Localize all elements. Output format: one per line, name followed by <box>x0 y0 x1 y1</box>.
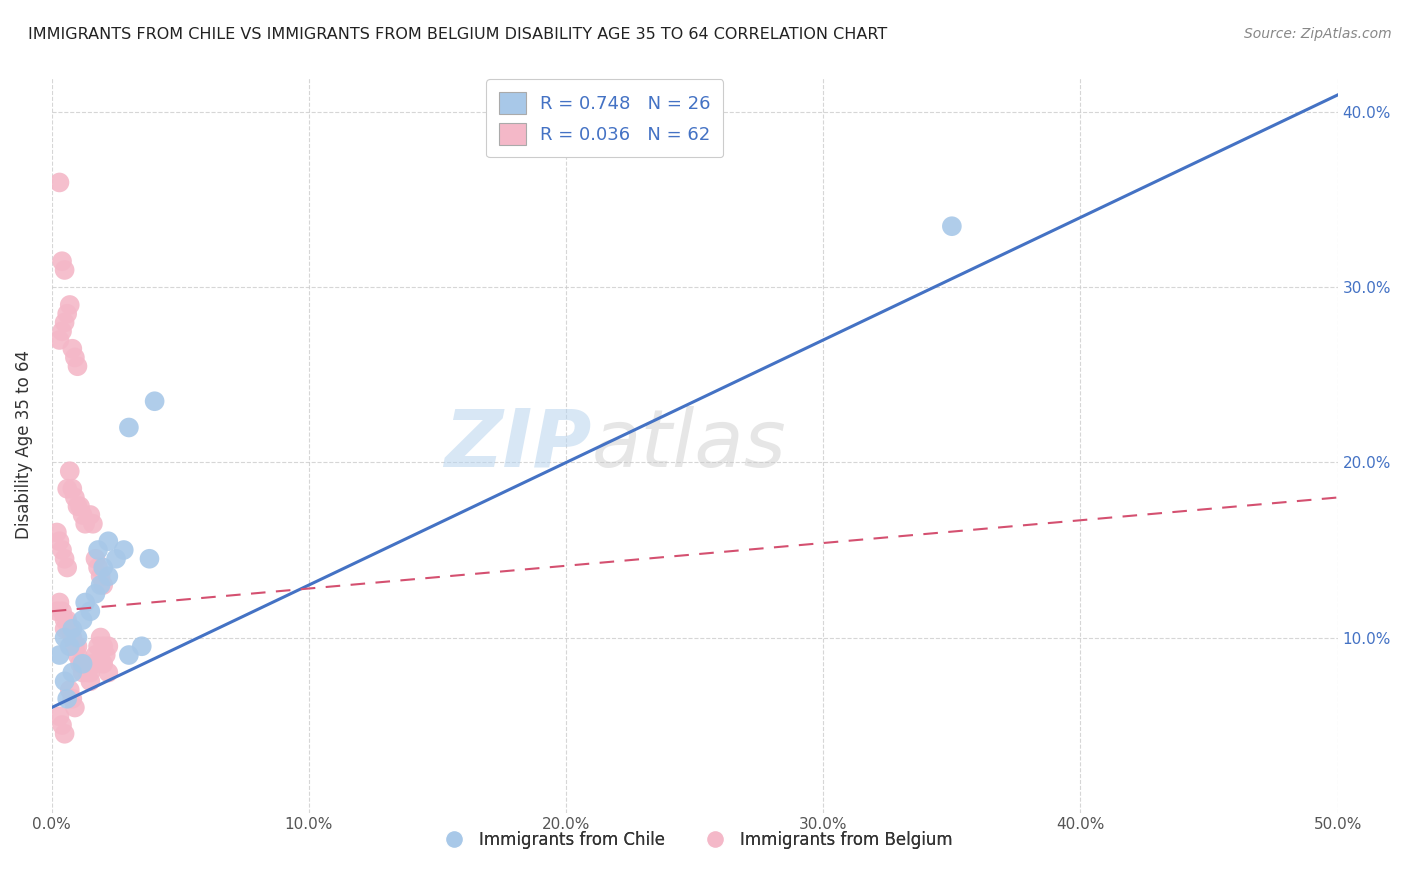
Point <box>53 316 76 330</box>
Point <box>53 263 76 277</box>
Point <box>75 657 97 671</box>
Point <box>941 219 963 234</box>
Point <box>53 674 76 689</box>
Point <box>72 657 94 671</box>
Point <box>48 709 70 723</box>
Point <box>56 691 79 706</box>
Point <box>69 500 91 514</box>
Point <box>60 631 83 645</box>
Point <box>59 640 82 654</box>
Point <box>63 351 86 365</box>
Point <box>72 508 94 522</box>
Point <box>56 560 79 574</box>
Point <box>69 657 91 671</box>
Point <box>66 500 89 514</box>
Point <box>51 543 73 558</box>
Point <box>63 700 86 714</box>
Point <box>79 674 101 689</box>
Point <box>90 569 112 583</box>
Point <box>60 342 83 356</box>
Point <box>143 394 166 409</box>
Point <box>63 491 86 505</box>
Point <box>97 665 120 680</box>
Point <box>112 543 135 558</box>
Point <box>51 254 73 268</box>
Point <box>45 604 67 618</box>
Point <box>53 631 76 645</box>
Point <box>84 648 107 662</box>
Point <box>59 622 82 636</box>
Point <box>56 613 79 627</box>
Point <box>48 595 70 609</box>
Point <box>82 657 104 671</box>
Point <box>90 631 112 645</box>
Point <box>94 648 117 662</box>
Point <box>75 516 97 531</box>
Point <box>91 640 114 654</box>
Point <box>79 604 101 618</box>
Point <box>48 176 70 190</box>
Point <box>60 482 83 496</box>
Point <box>138 551 160 566</box>
Text: ZIP: ZIP <box>444 406 592 484</box>
Point <box>84 587 107 601</box>
Point <box>60 665 83 680</box>
Point <box>53 613 76 627</box>
Point <box>91 657 114 671</box>
Point <box>75 595 97 609</box>
Point <box>79 665 101 680</box>
Text: IMMIGRANTS FROM CHILE VS IMMIGRANTS FROM BELGIUM DISABILITY AGE 35 TO 64 CORRELA: IMMIGRANTS FROM CHILE VS IMMIGRANTS FROM… <box>28 27 887 42</box>
Point <box>53 727 76 741</box>
Point <box>51 718 73 732</box>
Text: Source: ZipAtlas.com: Source: ZipAtlas.com <box>1244 27 1392 41</box>
Point <box>51 604 73 618</box>
Point <box>90 578 112 592</box>
Point <box>87 560 110 574</box>
Point <box>48 534 70 549</box>
Point <box>51 324 73 338</box>
Point <box>91 578 114 592</box>
Point <box>131 640 153 654</box>
Point <box>63 640 86 654</box>
Point <box>45 525 67 540</box>
Point <box>48 333 70 347</box>
Point <box>53 622 76 636</box>
Point <box>53 551 76 566</box>
Y-axis label: Disability Age 35 to 64: Disability Age 35 to 64 <box>15 351 32 540</box>
Point <box>79 508 101 522</box>
Point <box>59 464 82 478</box>
Point <box>56 482 79 496</box>
Point <box>72 665 94 680</box>
Point <box>87 640 110 654</box>
Point <box>60 691 83 706</box>
Point <box>66 631 89 645</box>
Point <box>76 665 98 680</box>
Legend: Immigrants from Chile, Immigrants from Belgium: Immigrants from Chile, Immigrants from B… <box>430 824 959 855</box>
Point <box>66 359 89 374</box>
Point <box>97 569 120 583</box>
Point <box>56 307 79 321</box>
Point <box>72 613 94 627</box>
Point <box>97 534 120 549</box>
Point <box>118 648 141 662</box>
Point <box>82 516 104 531</box>
Point <box>59 298 82 312</box>
Point <box>60 622 83 636</box>
Point <box>118 420 141 434</box>
Point <box>84 551 107 566</box>
Point <box>48 648 70 662</box>
Point <box>87 543 110 558</box>
Text: atlas: atlas <box>592 406 786 484</box>
Point <box>105 551 128 566</box>
Point <box>91 560 114 574</box>
Point <box>66 648 89 662</box>
Point <box>66 640 89 654</box>
Point <box>97 640 120 654</box>
Point <box>59 683 82 698</box>
